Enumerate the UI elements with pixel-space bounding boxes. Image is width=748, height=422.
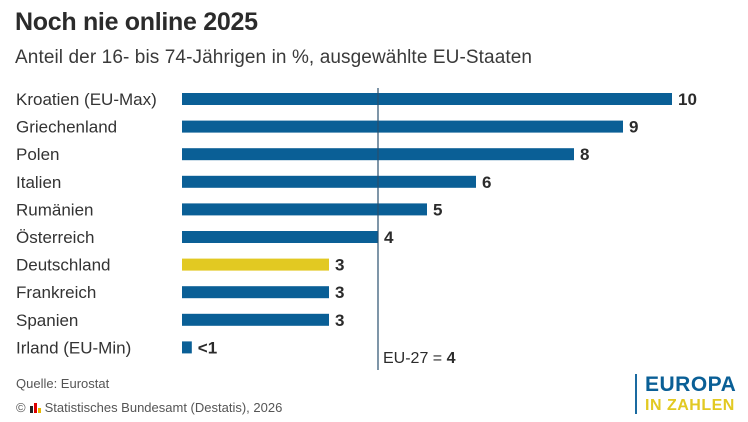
bar-5	[182, 231, 378, 243]
category-label: Rumänien	[16, 200, 94, 219]
bar-1	[182, 120, 623, 133]
bar-3	[182, 175, 476, 188]
category-label: Irland (EU-Min)	[16, 338, 131, 357]
value-label: 5	[433, 200, 442, 219]
category-label: Griechenland	[16, 118, 117, 137]
category-label: Frankreich	[16, 283, 96, 302]
source-note: Quelle: Eurostat	[16, 376, 110, 391]
category-label: Kroatien (EU-Max)	[16, 90, 157, 109]
bar-4	[182, 203, 427, 216]
copyright-note: © Statistisches Bundesamt (Destatis), 20…	[16, 400, 282, 415]
europa-in-zahlen-logo: EUROPA IN ZAHLEN	[635, 374, 736, 414]
bar-0	[182, 93, 672, 105]
chart-title: Noch nie online 2025	[15, 8, 258, 36]
category-label: Italien	[16, 173, 61, 192]
value-label: 4	[384, 228, 394, 247]
value-label: 3	[335, 256, 344, 275]
copyright-symbol: ©	[16, 400, 26, 415]
eu27-reference-label: EU-27 = 4	[383, 350, 456, 367]
bar-9	[182, 341, 192, 354]
logo-line1: EUROPA	[645, 373, 737, 396]
bar-7	[182, 286, 329, 299]
copyright-text: Statistisches Bundesamt (Destatis), 2026	[44, 400, 283, 415]
value-label: 3	[335, 311, 344, 330]
value-label: 3	[335, 283, 344, 302]
value-label: 9	[629, 118, 638, 137]
category-label: Spanien	[16, 311, 78, 330]
value-label: 6	[482, 173, 491, 192]
bar-6	[182, 258, 329, 271]
value-label: 10	[678, 90, 697, 109]
bar-8	[182, 313, 329, 326]
value-label: <1	[198, 338, 217, 357]
destatis-logo-icon	[29, 402, 41, 413]
category-label: Österreich	[16, 228, 94, 247]
value-label: 8	[580, 145, 589, 164]
logo-line2: IN ZAHLEN	[645, 397, 735, 414]
category-label: Deutschland	[16, 256, 111, 275]
category-label: Polen	[16, 145, 59, 164]
chart-subtitle: Anteil der 16- bis 74-Jährigen in %, aus…	[15, 47, 533, 68]
